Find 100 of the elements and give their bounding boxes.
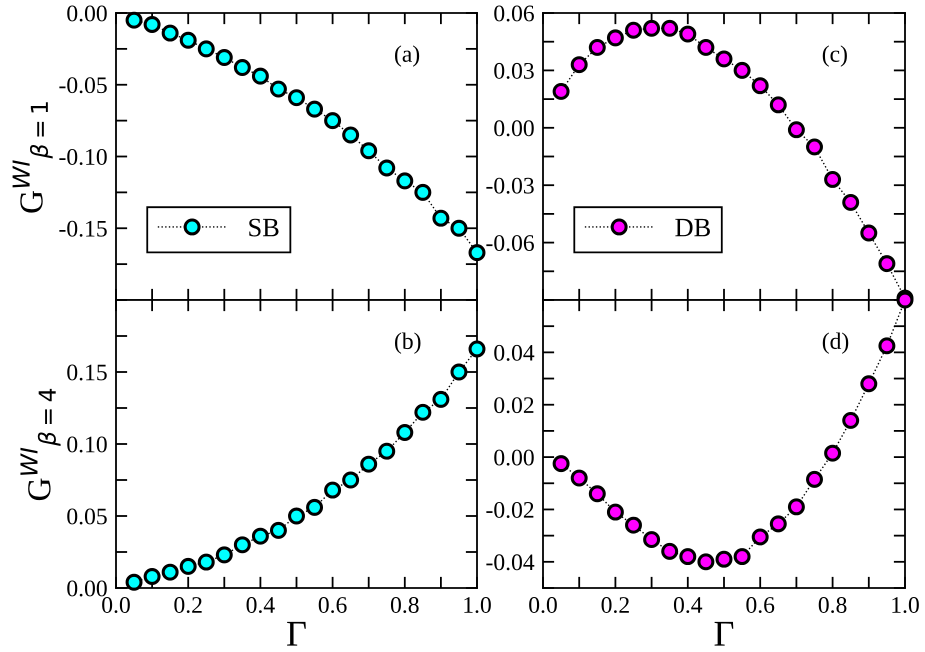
point xyxy=(324,482,342,499)
point xyxy=(414,404,432,421)
y-tick-label: -0.05 xyxy=(59,77,107,94)
y-tick-label: -0.06 xyxy=(486,235,534,252)
point xyxy=(878,255,896,272)
point xyxy=(396,424,414,441)
legend-label: DB xyxy=(675,218,710,236)
point xyxy=(606,504,624,521)
point xyxy=(216,546,233,564)
point xyxy=(878,337,896,354)
point xyxy=(679,548,696,566)
point xyxy=(180,32,197,49)
point xyxy=(288,508,305,524)
y-tick-label: -0.03 xyxy=(486,178,534,194)
point xyxy=(661,542,678,560)
y-axis-title: G$^{WI}$$_{β=4}$ xyxy=(20,388,61,500)
y-tick-label: -0.15 xyxy=(59,220,107,237)
y-tick-label: 0.05 xyxy=(67,508,107,525)
point xyxy=(734,62,751,79)
point xyxy=(625,22,642,39)
point xyxy=(270,80,287,98)
annotation: (c) xyxy=(822,45,847,67)
y-tick-label: 0.00 xyxy=(494,450,534,466)
y-tick-label: 0.10 xyxy=(67,436,107,453)
y-tick-label: -0.04 xyxy=(486,554,534,570)
point xyxy=(180,558,197,575)
y-tick-label: -0.10 xyxy=(59,148,107,166)
point xyxy=(234,59,251,76)
point xyxy=(198,40,215,58)
y-tick-label: 0.15 xyxy=(67,364,107,381)
y-tick-label: 0.00 xyxy=(67,580,107,597)
x-tick-label: 0.6 xyxy=(746,597,774,614)
point xyxy=(625,516,642,534)
point xyxy=(162,564,179,581)
point xyxy=(716,550,732,568)
point xyxy=(661,20,678,37)
x-tick-label: 0.4 xyxy=(246,597,275,614)
annotation: (b) xyxy=(395,332,420,354)
point xyxy=(570,56,588,74)
x-tick-label: 0.2 xyxy=(174,597,202,614)
y-tick-label: 0.00 xyxy=(67,5,107,22)
x-tick-label: 1.0 xyxy=(464,597,491,614)
point xyxy=(468,244,486,262)
point xyxy=(643,20,660,37)
point xyxy=(734,548,751,566)
point xyxy=(570,470,588,487)
y-tick-label: -0.02 xyxy=(486,502,534,518)
point xyxy=(396,172,414,190)
point xyxy=(860,224,878,242)
point xyxy=(360,142,378,160)
point xyxy=(842,412,860,429)
point xyxy=(824,170,842,188)
legend-label: SB xyxy=(249,218,279,236)
point xyxy=(770,96,787,114)
y-tick-label: 0.06 xyxy=(494,5,534,22)
y-tick-label: 0.02 xyxy=(494,397,534,414)
point xyxy=(144,16,161,33)
point xyxy=(324,112,342,130)
x-tick-label: 0.8 xyxy=(818,597,846,614)
x-tick-label: 0.6 xyxy=(318,597,347,614)
point xyxy=(288,89,305,106)
point xyxy=(216,49,233,66)
point xyxy=(468,340,486,358)
x-tick-label: 0.8 xyxy=(390,597,419,614)
point xyxy=(697,38,714,56)
point xyxy=(306,498,324,516)
point xyxy=(306,100,324,118)
point xyxy=(414,184,432,201)
x-tick-label: 0.4 xyxy=(674,597,702,614)
point xyxy=(752,77,769,94)
x-tick-label: 1.0 xyxy=(892,597,919,614)
y-tick-label: 0.03 xyxy=(494,62,534,79)
point xyxy=(842,194,860,211)
point xyxy=(126,574,143,591)
point xyxy=(806,470,823,488)
point xyxy=(770,515,787,532)
point xyxy=(679,26,696,43)
point xyxy=(450,220,468,237)
point xyxy=(788,121,805,138)
point xyxy=(378,442,396,460)
y-tick-label: 0.00 xyxy=(494,120,534,136)
point xyxy=(697,553,714,570)
point xyxy=(588,485,606,502)
point xyxy=(270,522,287,539)
point xyxy=(643,531,660,548)
point xyxy=(824,444,842,462)
point xyxy=(860,375,878,392)
y-tick-label: 0.04 xyxy=(494,344,534,361)
point xyxy=(432,390,450,408)
x-tick-label: 0.0 xyxy=(102,597,130,614)
x-axis-title: Γ xyxy=(287,622,306,646)
point xyxy=(552,455,570,472)
point xyxy=(252,528,269,545)
annotation: (a) xyxy=(395,45,420,67)
point xyxy=(788,498,805,516)
point xyxy=(198,554,215,571)
point xyxy=(342,472,360,488)
point xyxy=(806,138,823,156)
point xyxy=(342,126,360,144)
point xyxy=(378,160,396,176)
